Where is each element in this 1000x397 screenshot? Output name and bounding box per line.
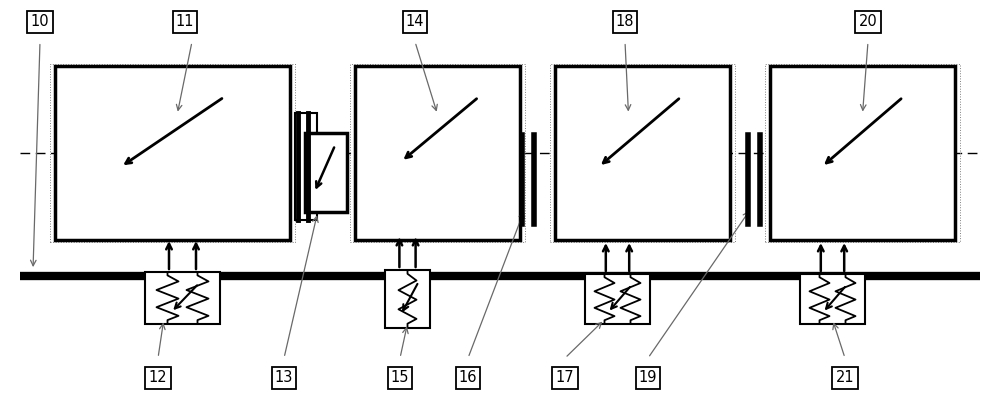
Text: 12: 12 xyxy=(149,370,167,385)
Bar xyxy=(355,66,520,240)
Bar xyxy=(55,66,290,240)
Text: 13: 13 xyxy=(275,370,293,385)
Bar xyxy=(555,66,730,240)
Bar xyxy=(800,274,865,324)
Bar xyxy=(305,133,347,212)
Text: 11: 11 xyxy=(176,14,194,29)
Text: 10: 10 xyxy=(31,14,49,29)
Text: 14: 14 xyxy=(406,14,424,29)
Text: 20: 20 xyxy=(859,14,877,29)
Bar xyxy=(145,272,220,324)
Bar xyxy=(585,274,650,324)
Bar xyxy=(385,270,430,328)
Text: 16: 16 xyxy=(459,370,477,385)
Bar xyxy=(295,113,317,220)
Text: 19: 19 xyxy=(639,370,657,385)
Text: 21: 21 xyxy=(836,370,854,385)
Text: 18: 18 xyxy=(616,14,634,29)
Text: 17: 17 xyxy=(556,370,574,385)
Bar xyxy=(770,66,955,240)
Text: 15: 15 xyxy=(391,370,409,385)
